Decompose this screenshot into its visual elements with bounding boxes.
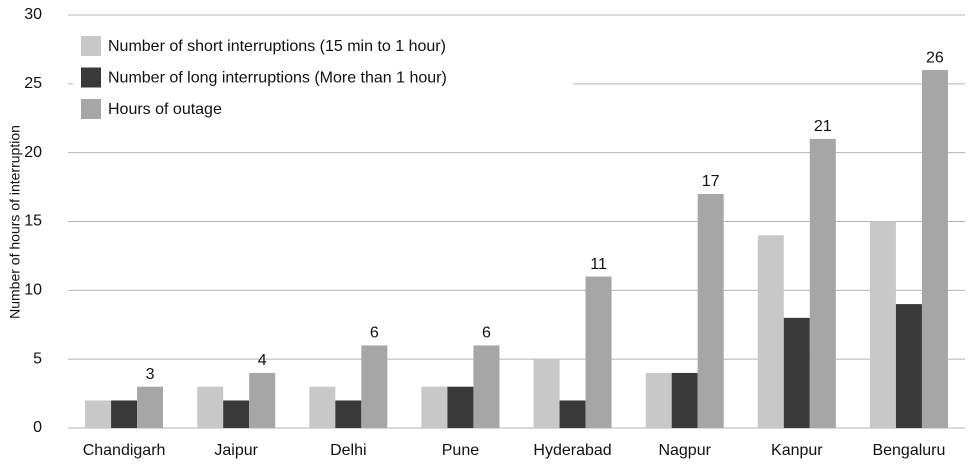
bar: [447, 386, 474, 428]
data-label: 3: [146, 366, 155, 383]
bar: [783, 317, 810, 428]
x-tick-label: Delhi: [330, 442, 366, 459]
data-label: 11: [590, 256, 607, 273]
bar: [361, 345, 388, 428]
bar: [585, 276, 612, 428]
bar: [697, 193, 724, 428]
y-tick-label: 25: [24, 75, 42, 92]
bar: [309, 386, 336, 428]
x-tick-label: Nagpur: [658, 442, 711, 459]
y-tick-label: 0: [33, 419, 42, 436]
bar: [85, 400, 112, 428]
y-tick-label: 10: [24, 282, 42, 299]
legend-swatch: [81, 99, 101, 119]
x-tick-label: Hyderabad: [533, 442, 611, 459]
y-tick-label: 20: [24, 144, 42, 161]
bar: [757, 235, 784, 428]
x-tick-label: Kanpur: [771, 442, 823, 459]
bar: [671, 372, 698, 428]
x-tick-label: Pune: [442, 442, 479, 459]
bar: [249, 372, 276, 428]
bar: [137, 386, 164, 428]
bar: [559, 400, 586, 428]
x-tick-label: Chandigarh: [83, 442, 166, 459]
data-label: 6: [370, 325, 379, 342]
bar: [421, 386, 448, 428]
x-tick-label: Jaipur: [214, 442, 258, 459]
y-tick-label: 15: [24, 213, 42, 230]
y-axis-label: Number of hours of interruption: [7, 125, 23, 319]
y-tick-label: 5: [33, 350, 42, 367]
bar: [869, 221, 896, 428]
bar: [895, 304, 922, 428]
data-label: 26: [926, 49, 944, 66]
data-label: 21: [814, 118, 832, 135]
data-label: 6: [482, 325, 491, 342]
legend-swatch: [81, 36, 101, 56]
bar: [473, 345, 500, 428]
legend-label: Number of long interruptions (More than …: [108, 70, 447, 87]
data-label: 4: [258, 352, 267, 369]
bar: [223, 400, 250, 428]
x-tick-label: Bengaluru: [872, 442, 945, 459]
legend-background: [73, 30, 573, 128]
bar: [335, 400, 362, 428]
bar: [809, 138, 836, 428]
bar: [645, 372, 672, 428]
bar: [111, 400, 138, 428]
legend-label: Number of short interruptions (15 min to…: [108, 38, 446, 55]
bar: [533, 359, 560, 428]
data-label: 17: [702, 173, 720, 190]
legend-label: Hours of outage: [108, 101, 222, 118]
legend-swatch: [81, 67, 101, 88]
y-tick-label: 30: [24, 6, 42, 23]
bar: [197, 386, 224, 428]
bar: [921, 70, 948, 429]
